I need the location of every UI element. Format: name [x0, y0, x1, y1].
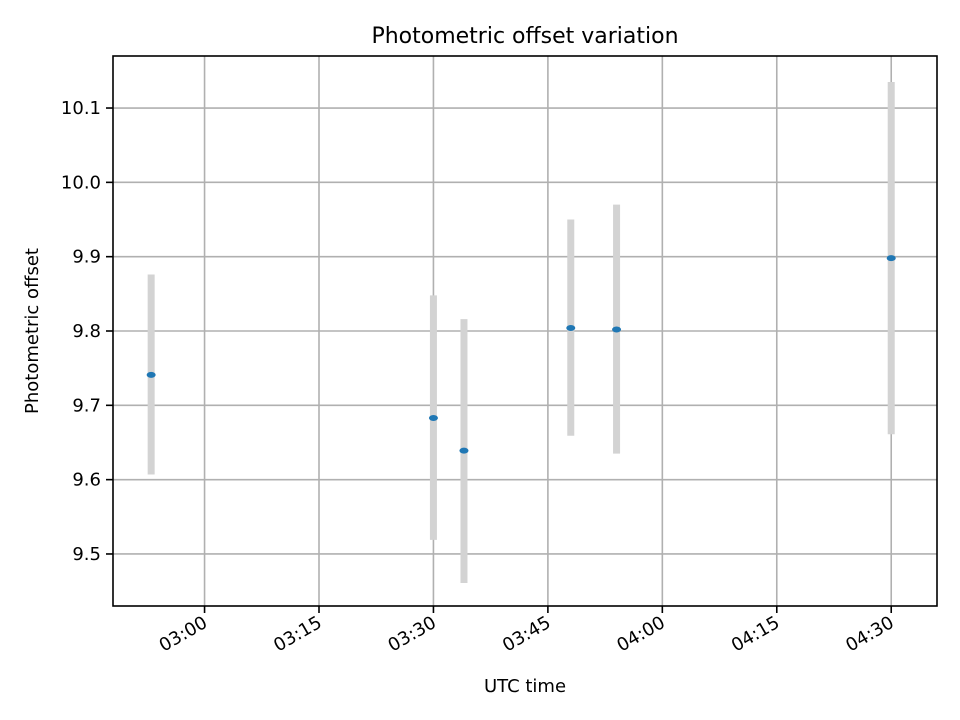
y-tick-label: 9.8: [72, 321, 101, 342]
data-point: [612, 326, 622, 333]
x-tick-label: 03:30: [385, 612, 440, 656]
y-tick-label: 9.5: [72, 544, 101, 565]
y-axis-ticks: 9.5 9.6 9.7 9.8 9.9 10.0 10.1: [61, 98, 113, 565]
y-tick-label: 9.6: [72, 470, 101, 491]
x-tick-label: 03:45: [499, 612, 554, 656]
x-tick-label: 04:15: [728, 612, 783, 656]
y-tick-label: 9.9: [72, 247, 101, 268]
x-axis-ticks: 03:00 03:15 03:30 03:45 04:00 04:15 04:30: [156, 606, 898, 656]
data-point: [459, 447, 469, 454]
chart-title: Photometric offset variation: [371, 24, 678, 49]
data-point: [146, 371, 156, 378]
x-tick-label: 03:00: [156, 612, 211, 656]
errorbar-layer: [147, 82, 895, 583]
x-tick-label: 03:15: [270, 612, 325, 656]
data-point: [886, 255, 896, 262]
x-tick-label: 04:30: [842, 612, 897, 656]
y-tick-label: 10.1: [61, 98, 101, 119]
y-tick-label: 10.0: [61, 172, 101, 193]
point-layer: [146, 255, 896, 454]
data-point: [566, 325, 576, 332]
data-point: [428, 414, 438, 421]
x-axis-label: UTC time: [484, 676, 566, 697]
grid-layer: [113, 56, 937, 606]
x-tick-label: 04:00: [613, 612, 668, 656]
y-axis-label: Photometric offset: [22, 248, 43, 414]
y-tick-label: 9.7: [72, 395, 101, 416]
